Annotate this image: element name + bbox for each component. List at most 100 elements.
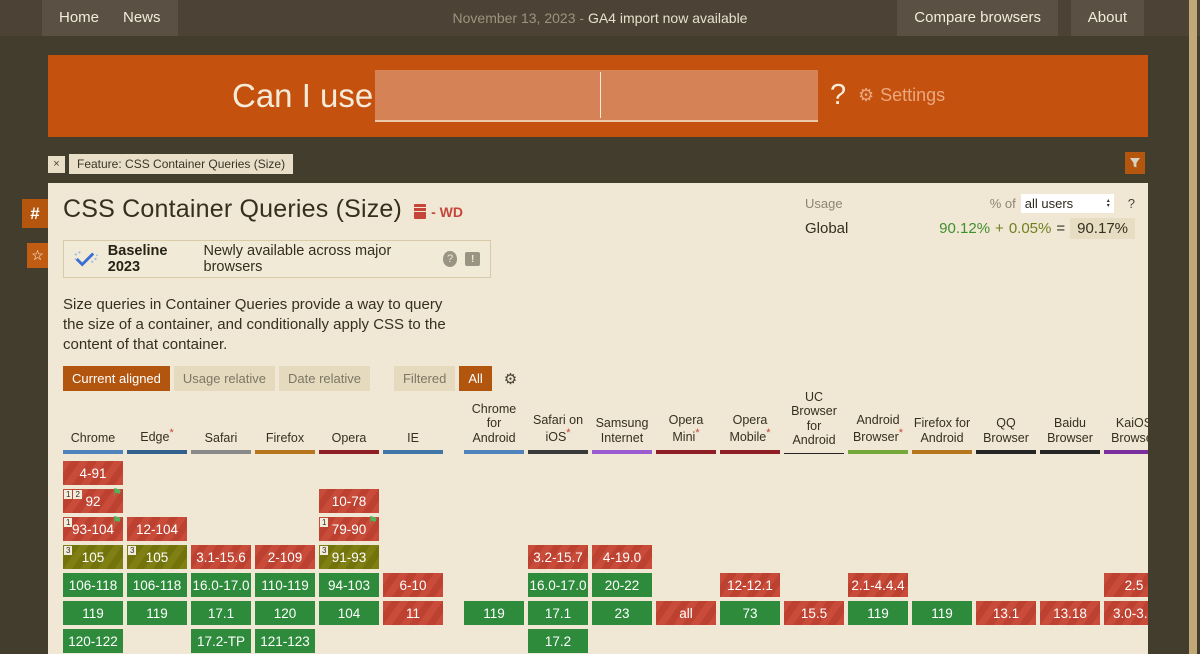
browser-color-bar [1104,450,1148,454]
support-cell[interactable]: 17.1 [528,601,588,625]
support-cell[interactable]: 17.2-TP [191,629,251,653]
support-cell[interactable]: 10-78 [319,489,379,513]
support-cell[interactable]: 2.1-4.4.4 [848,573,908,597]
support-cell[interactable]: 73 [720,601,780,625]
support-cell[interactable]: 3.1-15.6 [191,545,251,569]
support-cell[interactable]: 13.1 [976,601,1036,625]
baseline-check-icon [74,251,98,267]
support-cell[interactable]: 17.1 [191,601,251,625]
support-cell[interactable]: 12-12.1 [720,573,780,597]
support-cell[interactable]: 3.2-15.7 [528,545,588,569]
version-slot [720,545,780,569]
support-cell[interactable]: 105 3 [63,545,123,569]
support-cell[interactable]: 16.0-17.0 [528,573,588,597]
support-cell[interactable]: 120-122 [63,629,123,653]
support-cell[interactable]: 4-19.0 [592,545,652,569]
support-cell[interactable]: 12-104 [127,517,187,541]
favorite-button[interactable]: ☆ [27,243,48,268]
settings-button[interactable]: ⚙ Settings [858,85,945,106]
version-slot [976,461,1036,485]
remove-feature-filter-button[interactable]: × [48,155,65,173]
version-slot: 4-19.0 [592,545,652,569]
support-cell[interactable]: all [656,601,716,625]
version-slot [784,461,844,485]
version-slot [592,461,652,485]
filter-toggle-button[interactable] [1125,152,1145,174]
support-cell[interactable]: 106-118 [63,573,123,597]
usage-help-link[interactable]: ? [1127,196,1135,211]
support-cell[interactable]: 110-119 [255,573,315,597]
version-slot [848,517,908,541]
feature-search-input[interactable] [375,70,818,122]
browser-column: Firefox for Android 119 [912,390,972,654]
page-edge-scroll-strip[interactable] [1189,0,1197,654]
spec-status-link[interactable]: - WD [431,203,463,220]
support-cell[interactable]: 2.5 [1104,573,1148,597]
support-cell[interactable]: 106-118 [127,573,187,597]
page-title: CSS Container Queries (Size) [63,195,403,223]
support-cell[interactable]: 119 [912,601,972,625]
feature-description: Size queries in Container Queries provid… [63,296,446,353]
version-slot [464,489,524,513]
support-cell[interactable]: 2-109 [255,545,315,569]
site-logo[interactable]: Can I use [232,77,374,114]
support-cell[interactable]: 11 [383,601,443,625]
search-help-link[interactable]: ? [830,79,847,111]
version-slot: 106-118 [127,573,187,597]
support-cell[interactable]: 94-103 [319,573,379,597]
version-slot: 93-104 1 ⚑ [63,515,123,541]
support-cell[interactable]: 20-22 [592,573,652,597]
browser-name: Opera [331,430,367,445]
support-cell[interactable]: 17.2 [528,629,588,653]
support-cell[interactable]: 105 3 [127,545,187,569]
support-cell[interactable]: 15.5 [784,601,844,625]
nav-compare-browsers-button[interactable]: Compare browsers [897,0,1058,36]
all-tab[interactable]: All [459,366,492,391]
news-announcement-link[interactable]: GA4 import now available [587,10,748,26]
support-cell[interactable]: 3.0-3.1 [1104,601,1148,625]
support-cell[interactable]: 4-91 [63,461,123,485]
table-settings-gear-icon[interactable]: ⚙ [503,370,518,388]
version-slot [976,573,1036,597]
support-cell[interactable]: 121-123 [255,629,315,653]
browser-color-bar [528,450,588,454]
support-cell[interactable]: 92 1 2 ⚑ [63,487,123,513]
baseline-feedback-icon[interactable]: ! [465,252,481,266]
support-cell[interactable]: 104 [319,601,379,625]
browser-name: Firefox [265,430,305,445]
usage-relative-tab[interactable]: Usage relative [173,366,275,391]
support-cell[interactable]: 79-90 1 ⚑ [319,515,379,541]
version-slot: 17.1 [191,601,251,625]
browser-name: QQ Browser [983,416,1029,445]
support-cell[interactable]: 119 [848,601,908,625]
usage-scope-select[interactable]: all users ▴ ▾ [1020,194,1114,213]
current-aligned-tab[interactable]: Current aligned [63,366,170,391]
browser-name: Baidu Browser [1047,416,1093,445]
version-slot: 3.2-15.7 [528,545,588,569]
support-cell[interactable]: 119 [63,601,123,625]
support-cell[interactable]: 13.18 [1040,601,1100,625]
nav-home-button[interactable]: Home [42,0,117,36]
version-slot [1104,517,1148,541]
settings-label: Settings [880,85,946,105]
support-cell[interactable]: 91-93 3 [319,545,379,569]
permalink-button[interactable]: # [22,199,48,228]
browser-color-bar [848,450,908,454]
version-slot [127,489,187,513]
nav-news-button[interactable]: News [106,0,178,36]
support-cell[interactable]: 93-104 1 ⚑ [63,515,123,541]
baseline-help-icon[interactable]: ? [442,251,458,267]
support-cell[interactable]: 119 [127,601,187,625]
support-cell[interactable]: 6-10 [383,573,443,597]
support-cell[interactable]: 119 [464,601,524,625]
nav-about-button[interactable]: About [1070,0,1144,36]
support-cell[interactable]: 16.0-17.0 [191,573,251,597]
version-slot [191,489,251,513]
version-slot [784,489,844,513]
filtered-tab[interactable]: Filtered [393,366,456,391]
support-cell[interactable]: 120 [255,601,315,625]
version-slot [848,629,908,653]
support-cell[interactable]: 23 [592,601,652,625]
version-slot [976,545,1036,569]
date-relative-tab[interactable]: Date relative [279,366,370,391]
